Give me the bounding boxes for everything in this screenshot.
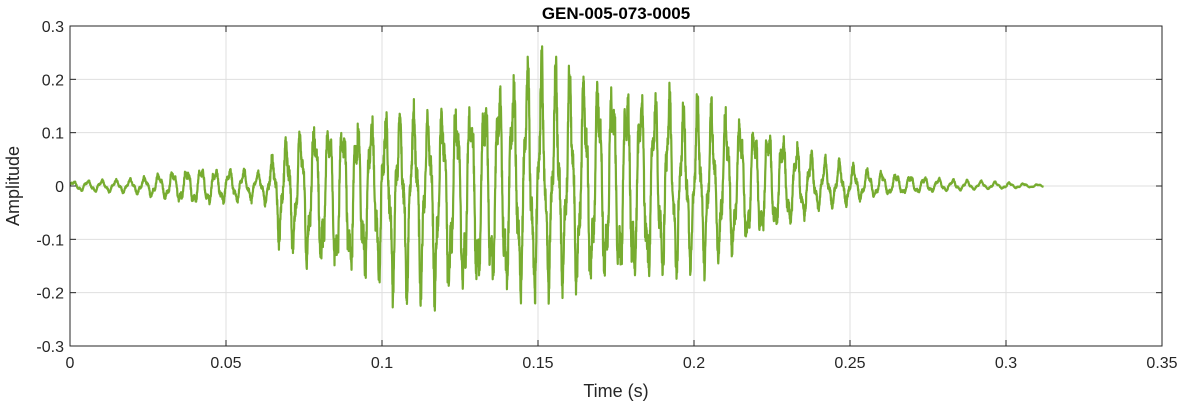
x-tick-label: 0.2	[683, 355, 705, 372]
y-tick-label: 0.2	[42, 72, 64, 89]
x-tick-label: 0.15	[522, 355, 553, 372]
x-tick-label: 0.1	[371, 355, 393, 372]
x-axis: 0 0.05 0.1 0.15 0.2 0.25 0.3 0.35	[66, 26, 1178, 372]
y-axis-label: Amplitude	[3, 146, 23, 226]
y-tick-label: 0	[55, 179, 64, 196]
x-axis-label: Time (s)	[583, 381, 648, 401]
waveform-line	[70, 45, 1045, 312]
y-tick-label: -0.2	[36, 286, 64, 303]
y-axis: -0.3 -0.2 -0.1 0 0.1 0.2 0.3	[36, 19, 1162, 356]
y-tick-label: -0.1	[36, 232, 64, 249]
x-tick-label: 0.25	[834, 355, 865, 372]
chart-title: GEN-005-073-0005	[542, 4, 690, 23]
x-tick-label: 0.05	[210, 355, 241, 372]
y-tick-label: 0.3	[42, 19, 64, 36]
y-tick-label: -0.3	[36, 339, 64, 356]
x-tick-label: 0.3	[995, 355, 1017, 372]
x-tick-label: 0.35	[1146, 355, 1177, 372]
x-tick-label: 0	[66, 355, 75, 372]
y-tick-label: 0.1	[42, 126, 64, 143]
